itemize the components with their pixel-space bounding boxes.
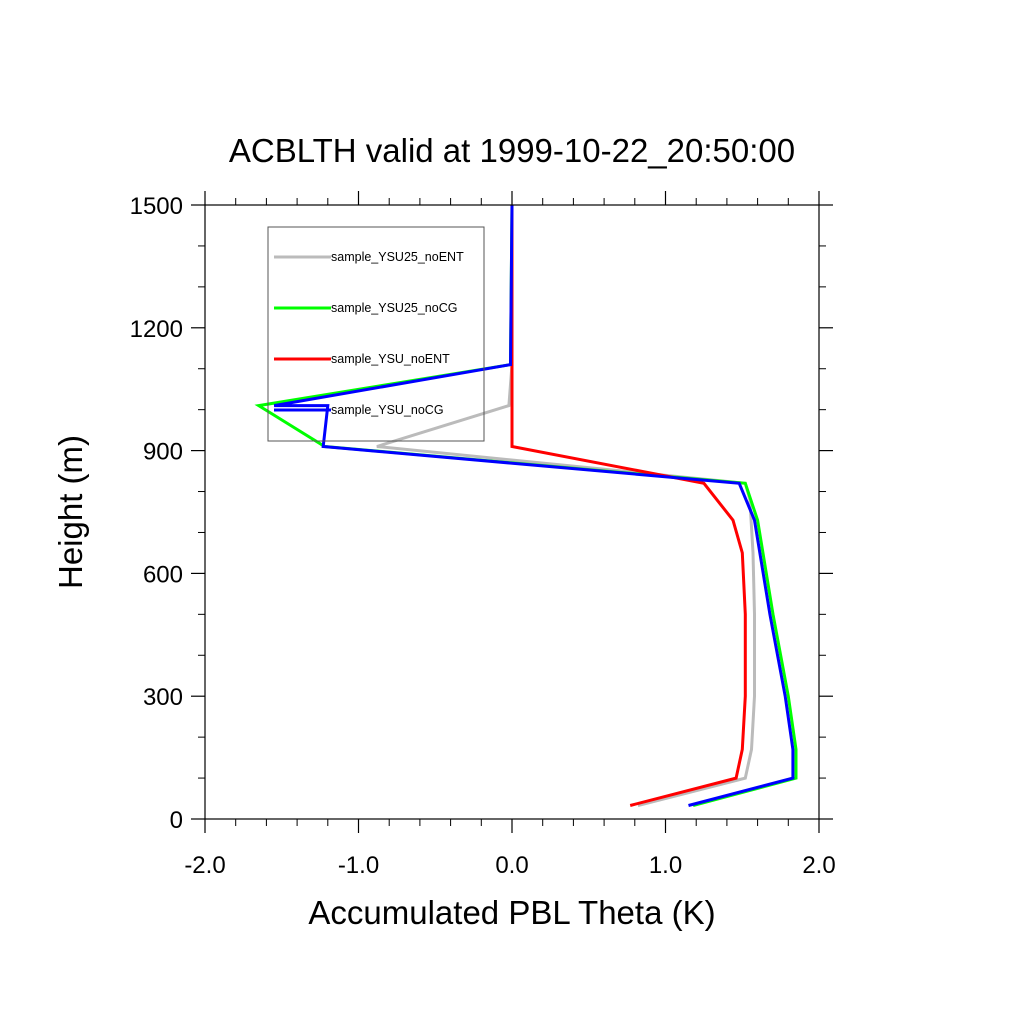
x-tick-label: 0.0: [495, 852, 528, 879]
ticks-layer: -2.0 -1.0 0.0 1.0 2.0 0 300 600 900 1200 1500: [130, 191, 836, 879]
y-tick-label: 1500: [130, 193, 183, 220]
legend-label: sample_YSU_noENT: [331, 352, 450, 366]
x-tick-label: -1.0: [338, 852, 379, 879]
plot-frame: [204, 204, 820, 820]
y-tick-label: 1200: [130, 316, 183, 343]
legend: sample_YSU25_noENT sample_YSU25_noCGsampl…: [267, 226, 485, 442]
series-layer: [254, 204, 798, 807]
legend-label: sample_YSU25_noENT: [331, 250, 464, 264]
legend-box: [267, 226, 485, 442]
legend-label: sample_YSU25_noCG: [331, 301, 457, 315]
series-line-sample_YSU_noENT: [510, 205, 747, 807]
y-tick-label: 300: [143, 684, 183, 711]
x-tick-label: -2.0: [184, 852, 225, 879]
series-line-sample_YSU_noCG: [273, 204, 795, 807]
y-tick-label: 0: [170, 807, 183, 834]
series-line-sample_YSU25_noCG: [254, 204, 798, 807]
y-tick-label: 600: [143, 561, 183, 588]
x-tick-label: 1.0: [649, 852, 682, 879]
series-line-sample_YSU25_noENT: [376, 205, 756, 807]
x-tick-label: 2.0: [802, 852, 835, 879]
y-tick-label: 900: [143, 439, 183, 466]
y-axis-label: Height (m): [52, 435, 89, 589]
chart-title: ACBLTH valid at 1999-10-22_20:50:00: [229, 132, 795, 169]
legend-label: sample_YSU_noCG: [331, 403, 444, 417]
x-axis-label: Accumulated PBL Theta (K): [308, 894, 715, 931]
